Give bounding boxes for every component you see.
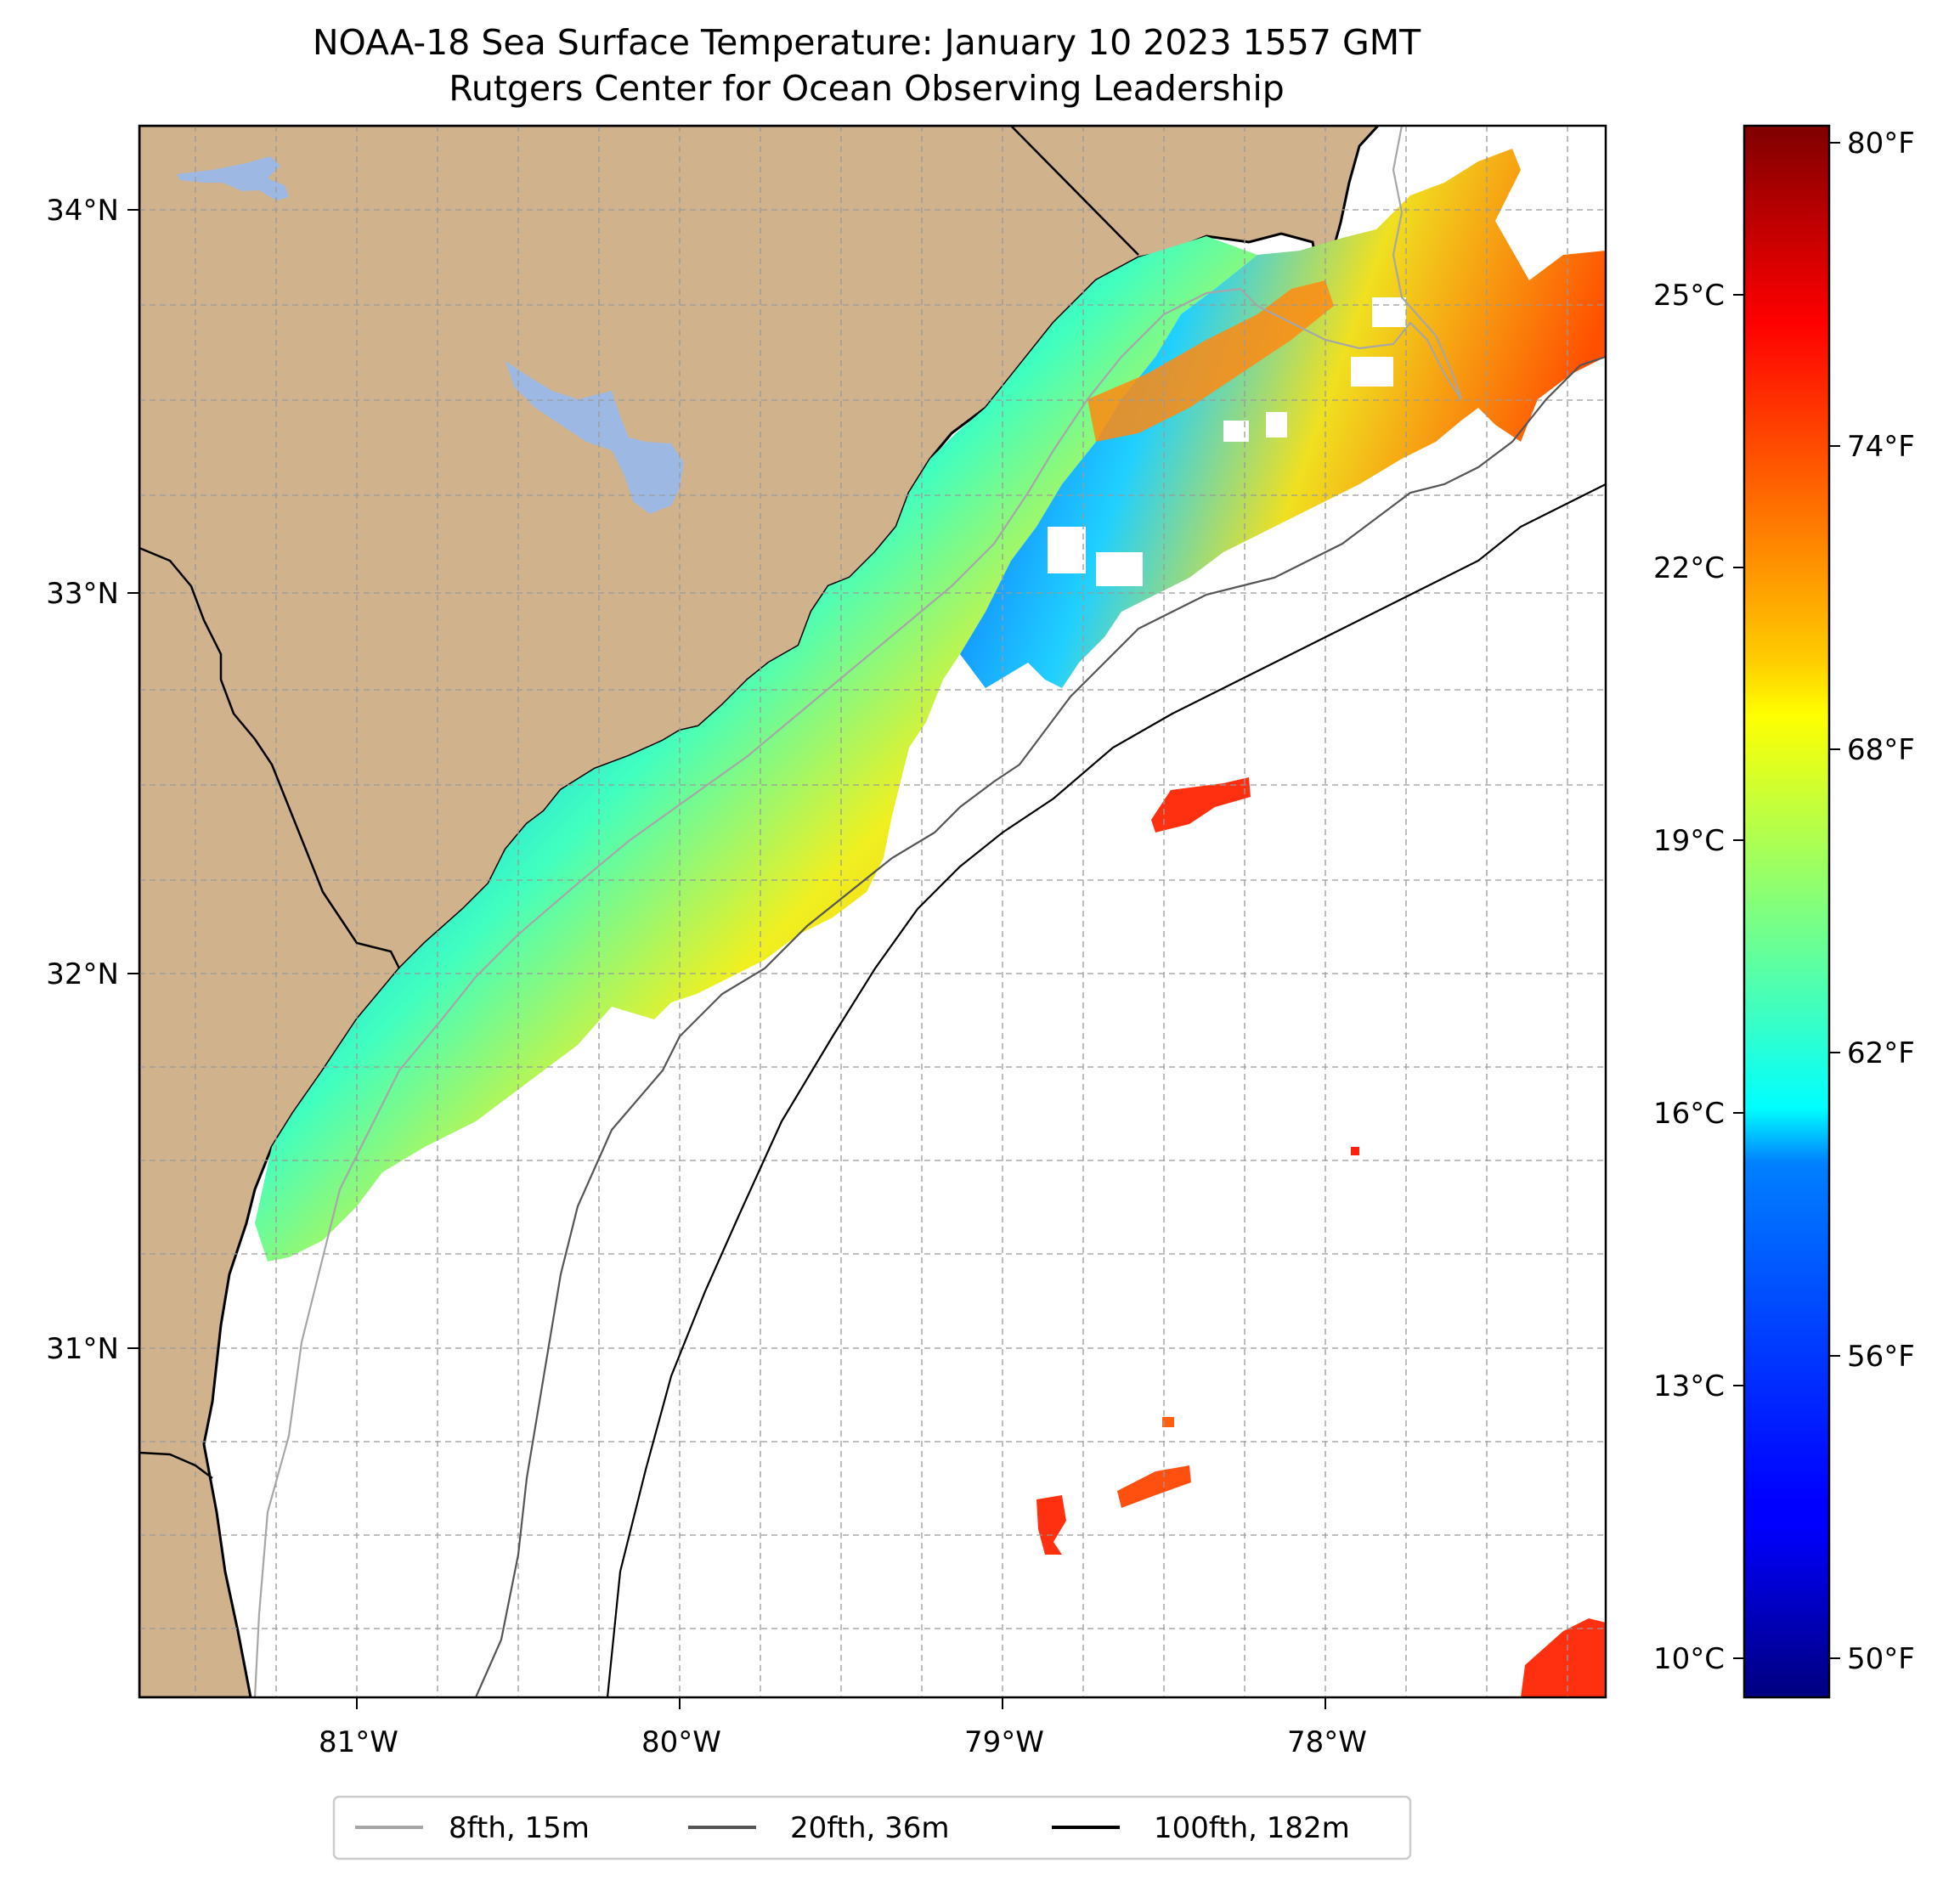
- fahrenheit-tick-label: 74°F: [1847, 430, 1915, 464]
- celsius-tick-label: 13°C: [1653, 1369, 1725, 1403]
- isobath-100fth: [606, 483, 1606, 1697]
- colorbar-gradient: [1743, 124, 1831, 1699]
- colorbar-fahrenheit-axis: [1829, 142, 1840, 1659]
- celsius-tick-label: 22°C: [1653, 551, 1725, 585]
- legend: 8fth, 15m 20fth, 36m 100fth, 182m: [332, 1795, 1412, 1860]
- state-border-ga-fl: [139, 1451, 213, 1479]
- lat-axis: 34°N 33°N 32°N 31°N: [46, 194, 139, 1366]
- lon-tick-label: 79°W: [964, 1725, 1044, 1759]
- gridlines: [139, 126, 1606, 1697]
- legend-label: 8fth, 15m: [449, 1811, 590, 1845]
- lon-tick-label: 78°W: [1287, 1725, 1367, 1759]
- fahrenheit-tick-label: 50°F: [1847, 1642, 1915, 1676]
- lat-tick-label: 34°N: [46, 194, 119, 228]
- celsius-tick-label: 19°C: [1653, 824, 1725, 858]
- state-border-nc-sc: [1010, 126, 1139, 256]
- isobath-8fth: [253, 126, 1463, 1697]
- lat-tick-label: 31°N: [46, 1332, 119, 1366]
- cloud-gap: [1351, 357, 1393, 387]
- lat-tick-label: 32°N: [46, 957, 119, 991]
- sst-patch: [1521, 1618, 1606, 1697]
- colorbar-celsius-axis: [1733, 294, 1744, 1659]
- map-frame: [138, 124, 1607, 1699]
- celsius-tick-label: 25°C: [1653, 279, 1725, 313]
- fahrenheit-tick-label: 62°F: [1847, 1036, 1915, 1070]
- lon-tick-label: 80°W: [641, 1725, 721, 1759]
- lon-tick-label: 81°W: [319, 1725, 398, 1759]
- sst-patch: [1036, 1495, 1066, 1555]
- legend-label: 100fth, 182m: [1154, 1811, 1350, 1845]
- celsius-tick-label: 16°C: [1653, 1097, 1725, 1131]
- isobath-20fth: [474, 355, 1606, 1697]
- lat-tick-label: 33°N: [46, 577, 119, 611]
- lake-moultrie: [506, 361, 684, 514]
- cloud-gap: [1048, 527, 1086, 573]
- sst-patch: [1117, 1465, 1191, 1508]
- cloud-gap: [1096, 552, 1143, 586]
- legend-frame: [332, 1795, 1412, 1860]
- celsius-tick-label: 10°C: [1653, 1642, 1725, 1676]
- cloud-gap: [1372, 297, 1406, 327]
- fahrenheit-tick-label: 80°F: [1847, 127, 1915, 161]
- state-border-sc-ga: [139, 546, 401, 969]
- fahrenheit-tick-label: 56°F: [1847, 1340, 1915, 1374]
- sst-patch: [1351, 1147, 1359, 1155]
- legend-label: 20fth, 36m: [790, 1811, 950, 1845]
- sst-patch: [1162, 1417, 1174, 1427]
- title-line-2: Rutgers Center for Ocean Observing Leade…: [449, 68, 1285, 109]
- map-panel: [139, 126, 1606, 1697]
- lon-axis: 81°W 80°W 79°W 78°W: [319, 1697, 1367, 1759]
- sst-orange-tongue: [1087, 280, 1334, 442]
- title-line-1: NOAA-18 Sea Surface Temperature: January…: [313, 22, 1421, 63]
- cloud-gap: [918, 850, 952, 879]
- cloud-gap: [1266, 412, 1287, 438]
- fahrenheit-tick-label: 68°F: [1847, 733, 1915, 767]
- lake-marion: [177, 156, 289, 200]
- cloud-gap: [960, 773, 990, 799]
- sst-patch: [1151, 777, 1251, 833]
- colorbar: 10°C 13°C 16°C 19°C 22°C 25°C 50°F 56°F …: [1653, 124, 1915, 1699]
